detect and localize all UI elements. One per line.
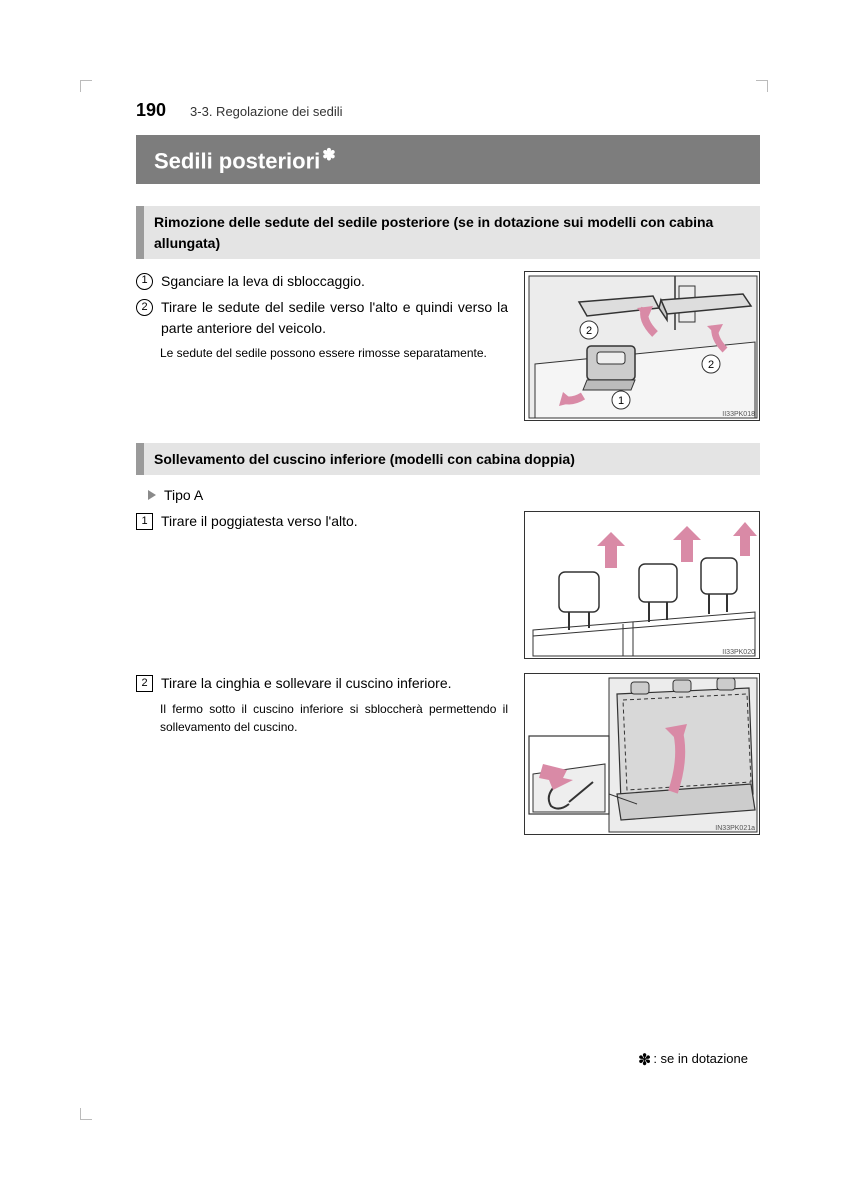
- title-bar: Sedili posteriori✽: [136, 135, 760, 184]
- figure1-col: 2 2 1 II33PK018: [524, 271, 760, 421]
- tipo-a-label: Tipo A: [164, 487, 203, 503]
- cushion-lift-svg: [525, 674, 761, 836]
- figure3-id: IN33PK021a: [715, 825, 755, 832]
- figure-seat-removal: 2 2 1 II33PK018: [524, 271, 760, 421]
- page-number: 190: [136, 100, 166, 121]
- crop-mark: [80, 1119, 92, 1120]
- page: 190 3-3. Regolazione dei sedili Sedili p…: [0, 0, 848, 1200]
- figure3-col: IN33PK021a: [524, 673, 760, 835]
- footnote-text: : se in dotazione: [653, 1051, 748, 1066]
- subheader-lift: Sollevamento del cuscino inferiore (mode…: [136, 443, 760, 475]
- subheader-removal: Rimozione delle sedute del sedile poster…: [136, 206, 760, 259]
- headrest-svg: [525, 512, 761, 660]
- footnote-asterisk: ✽: [638, 1052, 651, 1069]
- square-2-icon: 2: [136, 675, 153, 692]
- crop-mark: [756, 80, 768, 81]
- step-2: 2 Tirare le sedute del sedile verso l'al…: [136, 297, 508, 338]
- crop-mark: [767, 80, 768, 92]
- triangle-icon: [148, 490, 156, 500]
- figure-headrest: II33PK020: [524, 511, 760, 659]
- sq-step-2: 2 Tirare la cinghia e sollevare il cusci…: [136, 673, 508, 693]
- svg-text:1: 1: [618, 395, 624, 407]
- sq-step1-text: Tirare il poggiatesta verso l'alto.: [161, 511, 358, 531]
- figure2-col: II33PK020: [524, 511, 760, 659]
- step-1: 1 Sganciare la leva di sbloccaggio.: [136, 271, 508, 291]
- sq-step-1: 1 Tirare il poggiatesta verso l'alto.: [136, 511, 508, 531]
- step-note: Le sedute del sedile possono essere rimo…: [160, 344, 508, 362]
- circle-1-icon: 1: [136, 273, 153, 290]
- section2b-text: 2 Tirare la cinghia e sollevare il cusci…: [136, 673, 508, 735]
- crop-mark: [80, 80, 92, 81]
- section-ref: 3-3. Regolazione dei sedili: [190, 104, 342, 119]
- step1-text: Sganciare la leva di sbloccaggio.: [161, 271, 365, 291]
- section2a-row: 1 Tirare il poggiatesta verso l'alto.: [136, 511, 760, 659]
- figure2-id: II33PK020: [722, 649, 755, 656]
- section2a-text: 1 Tirare il poggiatesta verso l'alto.: [136, 511, 508, 537]
- figure1-id: II33PK018: [722, 411, 755, 418]
- page-header: 190 3-3. Regolazione dei sedili: [136, 100, 760, 121]
- title-asterisk: ✽: [322, 147, 335, 164]
- section1-text: 1 Sganciare la leva di sbloccaggio. 2 Ti…: [136, 271, 508, 362]
- sq-step2-note: Il fermo sotto il cuscino inferiore si s…: [160, 700, 508, 736]
- tipo-a-row: Tipo A: [148, 487, 760, 503]
- footnote: ✽: se in dotazione: [638, 1050, 748, 1070]
- step2-text: Tirare le sedute del sedile verso l'alto…: [161, 297, 508, 338]
- sq-step2-text: Tirare la cinghia e sollevare il cuscino…: [161, 673, 452, 693]
- crop-mark: [80, 80, 81, 92]
- svg-text:2: 2: [586, 325, 592, 337]
- svg-text:2: 2: [708, 359, 714, 371]
- title-text: Sedili posteriori: [154, 148, 320, 173]
- square-1-icon: 1: [136, 513, 153, 530]
- section1-row: 1 Sganciare la leva di sbloccaggio. 2 Ti…: [136, 271, 760, 421]
- figure-cushion-lift: IN33PK021a: [524, 673, 760, 835]
- seat-removal-svg: 2 2 1: [525, 272, 761, 422]
- circle-2-icon: 2: [136, 299, 153, 316]
- section2b-row: 2 Tirare la cinghia e sollevare il cusci…: [136, 673, 760, 835]
